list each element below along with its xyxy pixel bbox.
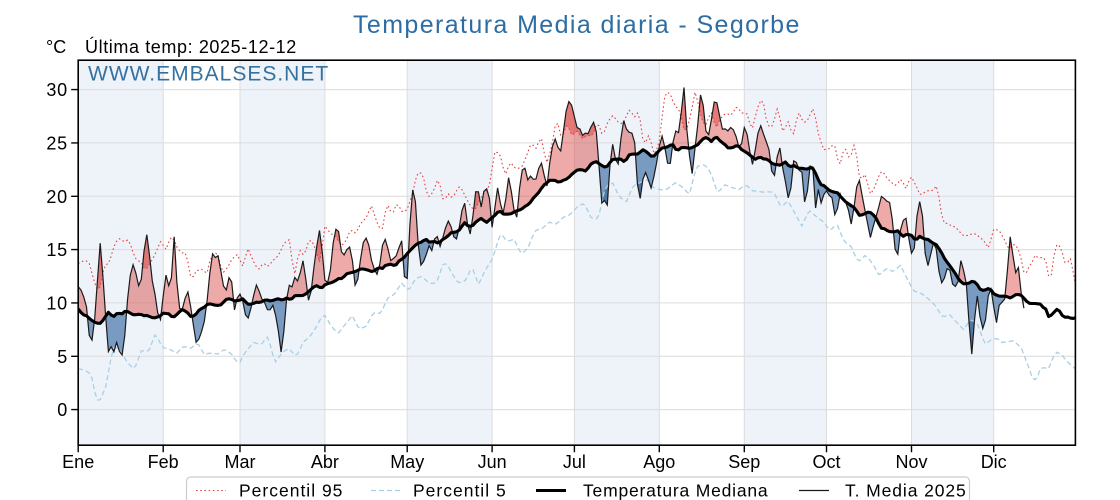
svg-text:Sep: Sep [728, 452, 760, 472]
svg-text:Nov: Nov [895, 452, 927, 472]
svg-text:10: 10 [46, 293, 68, 313]
svg-text:25: 25 [46, 133, 68, 153]
svg-text:Dic: Dic [981, 452, 1007, 472]
svg-text:WWW.EMBALSES.NET: WWW.EMBALSES.NET [88, 63, 329, 86]
svg-text:30: 30 [46, 80, 68, 100]
svg-text:Mar: Mar [225, 452, 256, 472]
svg-text:0: 0 [57, 400, 68, 420]
svg-text:Percentil 95: Percentil 95 [239, 481, 343, 500]
svg-text:20: 20 [46, 187, 68, 207]
svg-text:Jun: Jun [478, 452, 507, 472]
svg-text:Temperatura Media diaria - Seg: Temperatura Media diaria - Segorbe [353, 11, 801, 39]
svg-text:Ago: Ago [643, 452, 675, 472]
svg-text:Ene: Ene [62, 452, 94, 472]
svg-text:Temperatura Mediana: Temperatura Mediana [583, 481, 768, 500]
svg-text:Percentil 5: Percentil 5 [413, 481, 507, 500]
svg-text:Última temp: 2025-12-12: Última temp: 2025-12-12 [85, 36, 297, 57]
svg-text:5: 5 [57, 347, 68, 367]
svg-text:Jul: Jul [563, 452, 586, 472]
svg-text:15: 15 [46, 240, 68, 260]
svg-text:Oct: Oct [812, 452, 840, 472]
svg-text:May: May [390, 452, 424, 472]
svg-text:°C: °C [46, 37, 66, 57]
svg-text:Feb: Feb [148, 452, 179, 472]
svg-text:T. Media 2025: T. Media 2025 [845, 481, 967, 500]
svg-text:Abr: Abr [311, 452, 339, 472]
